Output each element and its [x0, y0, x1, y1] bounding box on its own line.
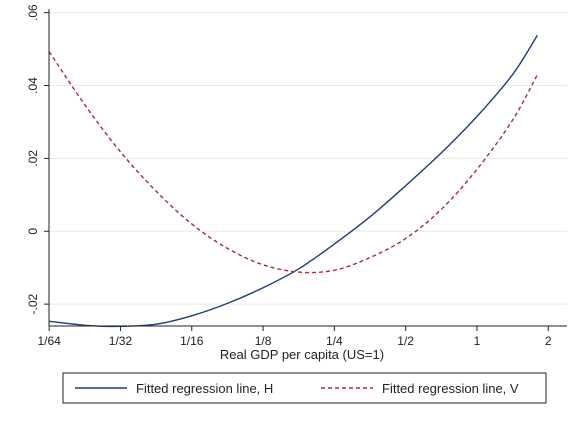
y-tick-label: -.02 [26, 293, 40, 314]
y-tick-label: .02 [26, 150, 40, 167]
x-tick-label: 1/4 [326, 334, 343, 348]
legend-label-v: Fitted regression line, V [382, 381, 519, 396]
x-axis-label: Real GDP per capita (US=1) [220, 347, 384, 362]
x-tick-label: 1 [474, 334, 481, 348]
x-tick-label: 1/32 [109, 334, 133, 348]
x-tick-label: 1/8 [255, 334, 272, 348]
series-line-v [48, 51, 539, 274]
gridlines [49, 12, 567, 305]
axes: -.02 0 .02 .04 .06 1/64 1/32 1/16 1/8 1/4 1/2 1 2 [26, 4, 567, 348]
y-tick-label: .04 [26, 77, 40, 94]
legend-label-h: Fitted regression line, H [136, 381, 273, 396]
y-tick-label: .06 [26, 4, 40, 21]
x-tick-label: 1/16 [180, 334, 204, 348]
x-tick-label: 1/2 [397, 334, 414, 348]
legend-box [62, 372, 547, 404]
plot-area [49, 9, 567, 326]
legend: Fitted regression line, H Fitted regress… [62, 372, 547, 404]
x-tick-label: 2 [545, 334, 552, 348]
y-tick-label: 0 [26, 228, 40, 235]
x-tick-label: 1/64 [37, 334, 61, 348]
